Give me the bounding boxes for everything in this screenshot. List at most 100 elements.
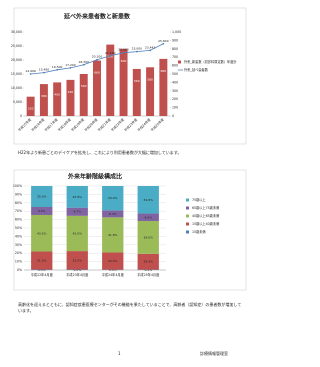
legend-swatch	[186, 198, 189, 202]
data-label: 21.5%	[37, 259, 47, 263]
data-label: 32.8%	[143, 198, 153, 202]
bar-segment	[66, 186, 88, 208]
data-label: 17,200	[65, 63, 76, 67]
y2-tick-label: 200	[172, 97, 178, 101]
y2-tick-label: 100	[172, 106, 178, 110]
bar-segment	[31, 214, 53, 252]
y-tick-label: 80%	[15, 201, 22, 205]
x-tick-label: 平成24年4月度	[102, 272, 125, 277]
data-label: 9.5%	[38, 209, 46, 213]
data-label: 15,480	[39, 68, 50, 72]
bar	[93, 60, 101, 116]
point	[96, 58, 98, 61]
department: 診療情報管理室	[200, 351, 228, 356]
point	[56, 68, 59, 71]
point	[43, 71, 45, 74]
y2-tick-label: 700	[172, 55, 178, 59]
data-label: 14,996	[25, 69, 36, 73]
chart-frame	[13, 7, 247, 145]
chart-title: 延べ外来患者数と新患数	[63, 13, 131, 21]
bar-segment	[31, 251, 53, 270]
legend-label: 15歳未満	[192, 229, 206, 234]
data-label: 18.9%	[143, 260, 153, 264]
legend-label: 外来_新患数（初診料算定数）年度計	[184, 59, 237, 64]
charts: 延べ外来患者数と新患数 0 5,000 10,000 15,000 20,000 25,00…	[11, 7, 247, 291]
point	[29, 73, 32, 75]
data-label: 400	[54, 92, 60, 96]
data-label: 21,500	[105, 51, 116, 55]
data-label: 0.4%	[144, 268, 152, 272]
bar-segment	[137, 221, 159, 254]
bar-segment	[102, 252, 124, 270]
data-label: 0.5%	[38, 268, 46, 272]
y-tick-label: 100%	[13, 184, 22, 188]
bar	[119, 48, 128, 116]
y-tick-label: 5,000	[13, 100, 22, 104]
data-label: 8.3%	[109, 212, 117, 216]
data-label: 560	[134, 79, 140, 83]
data-label: 25,800	[158, 39, 169, 43]
x-tick-label: 平成25年4月度	[137, 272, 160, 277]
y2-tick-label: 1,000	[172, 30, 181, 34]
legend-swatch	[186, 230, 189, 234]
data-label: 43.5%	[37, 231, 47, 235]
legend-label: 外来_延べ患者数	[184, 67, 209, 72]
bar-segment	[66, 251, 88, 270]
point	[109, 54, 112, 57]
bar-segment	[137, 253, 159, 270]
data-label: 20.5%	[108, 259, 118, 263]
y-tick-label: 30%	[15, 243, 22, 247]
bar-segment	[102, 217, 124, 253]
y-tick-label: 60%	[15, 218, 22, 222]
y-tick-label: 20,000	[11, 58, 22, 62]
bar-segment	[66, 215, 88, 252]
bar-segment	[137, 186, 159, 214]
y-tick-label: 0	[20, 114, 22, 118]
page: 延べ外来患者数と新患数 0 5,000 10,000 15,000 20,000 25,00…	[11, 7, 247, 356]
data-label: 41.8%	[108, 233, 118, 237]
y-tick-label: 25,000	[11, 44, 22, 48]
legend-swatch	[186, 214, 189, 218]
data-label: 0.5%	[73, 268, 81, 272]
legend-label: 65歳以上75歳未満	[192, 205, 220, 210]
data-label: 380	[41, 94, 47, 98]
y-tick-label: 30,000	[11, 30, 22, 34]
data-label: 580	[147, 77, 153, 81]
bar	[106, 44, 115, 116]
y2-tick-label: 0	[172, 114, 174, 118]
x-tick-label: 平成22年4月度	[31, 272, 54, 277]
chart-frame	[13, 169, 247, 291]
data-label: 23,443	[145, 45, 156, 49]
y-tick-label: 0%	[17, 268, 22, 272]
bar-segment	[66, 207, 88, 216]
y2-tick-label: 600	[172, 64, 178, 68]
bar	[132, 68, 141, 116]
bar	[146, 67, 155, 116]
legend-swatch	[178, 60, 181, 64]
data-label: 660	[94, 71, 100, 75]
data-label: 430	[68, 90, 74, 94]
y2-tick-label: 800	[172, 47, 178, 51]
bar	[66, 79, 75, 116]
y-tick-label: 15,000	[11, 72, 22, 76]
legend-swatch	[186, 206, 189, 210]
note: H22年より新患ごとのデイケアを拡充し、これにより利用患者数が大幅に増加していま…	[18, 150, 182, 155]
data-label: 22,600	[118, 48, 129, 52]
data-label: 25.0%	[37, 195, 47, 199]
y-tick-label: 70%	[15, 209, 22, 213]
bar	[159, 58, 168, 116]
data-label: 22.0%	[72, 258, 82, 262]
y-tick-label: 20%	[15, 251, 22, 255]
point	[162, 42, 165, 45]
bar-segment	[102, 210, 124, 218]
data-label: 20,100	[92, 55, 103, 59]
data-label: 8.9%	[144, 215, 152, 219]
chart-title: 外来年齢階級構成比	[67, 173, 122, 181]
data-label: 0.4%	[109, 268, 117, 272]
data-label: 25.8%	[72, 195, 82, 199]
bar-segment	[137, 213, 159, 222]
legend-swatch	[186, 222, 189, 226]
data-label: 39.0%	[143, 235, 153, 239]
point	[149, 49, 151, 52]
bar	[79, 74, 88, 116]
